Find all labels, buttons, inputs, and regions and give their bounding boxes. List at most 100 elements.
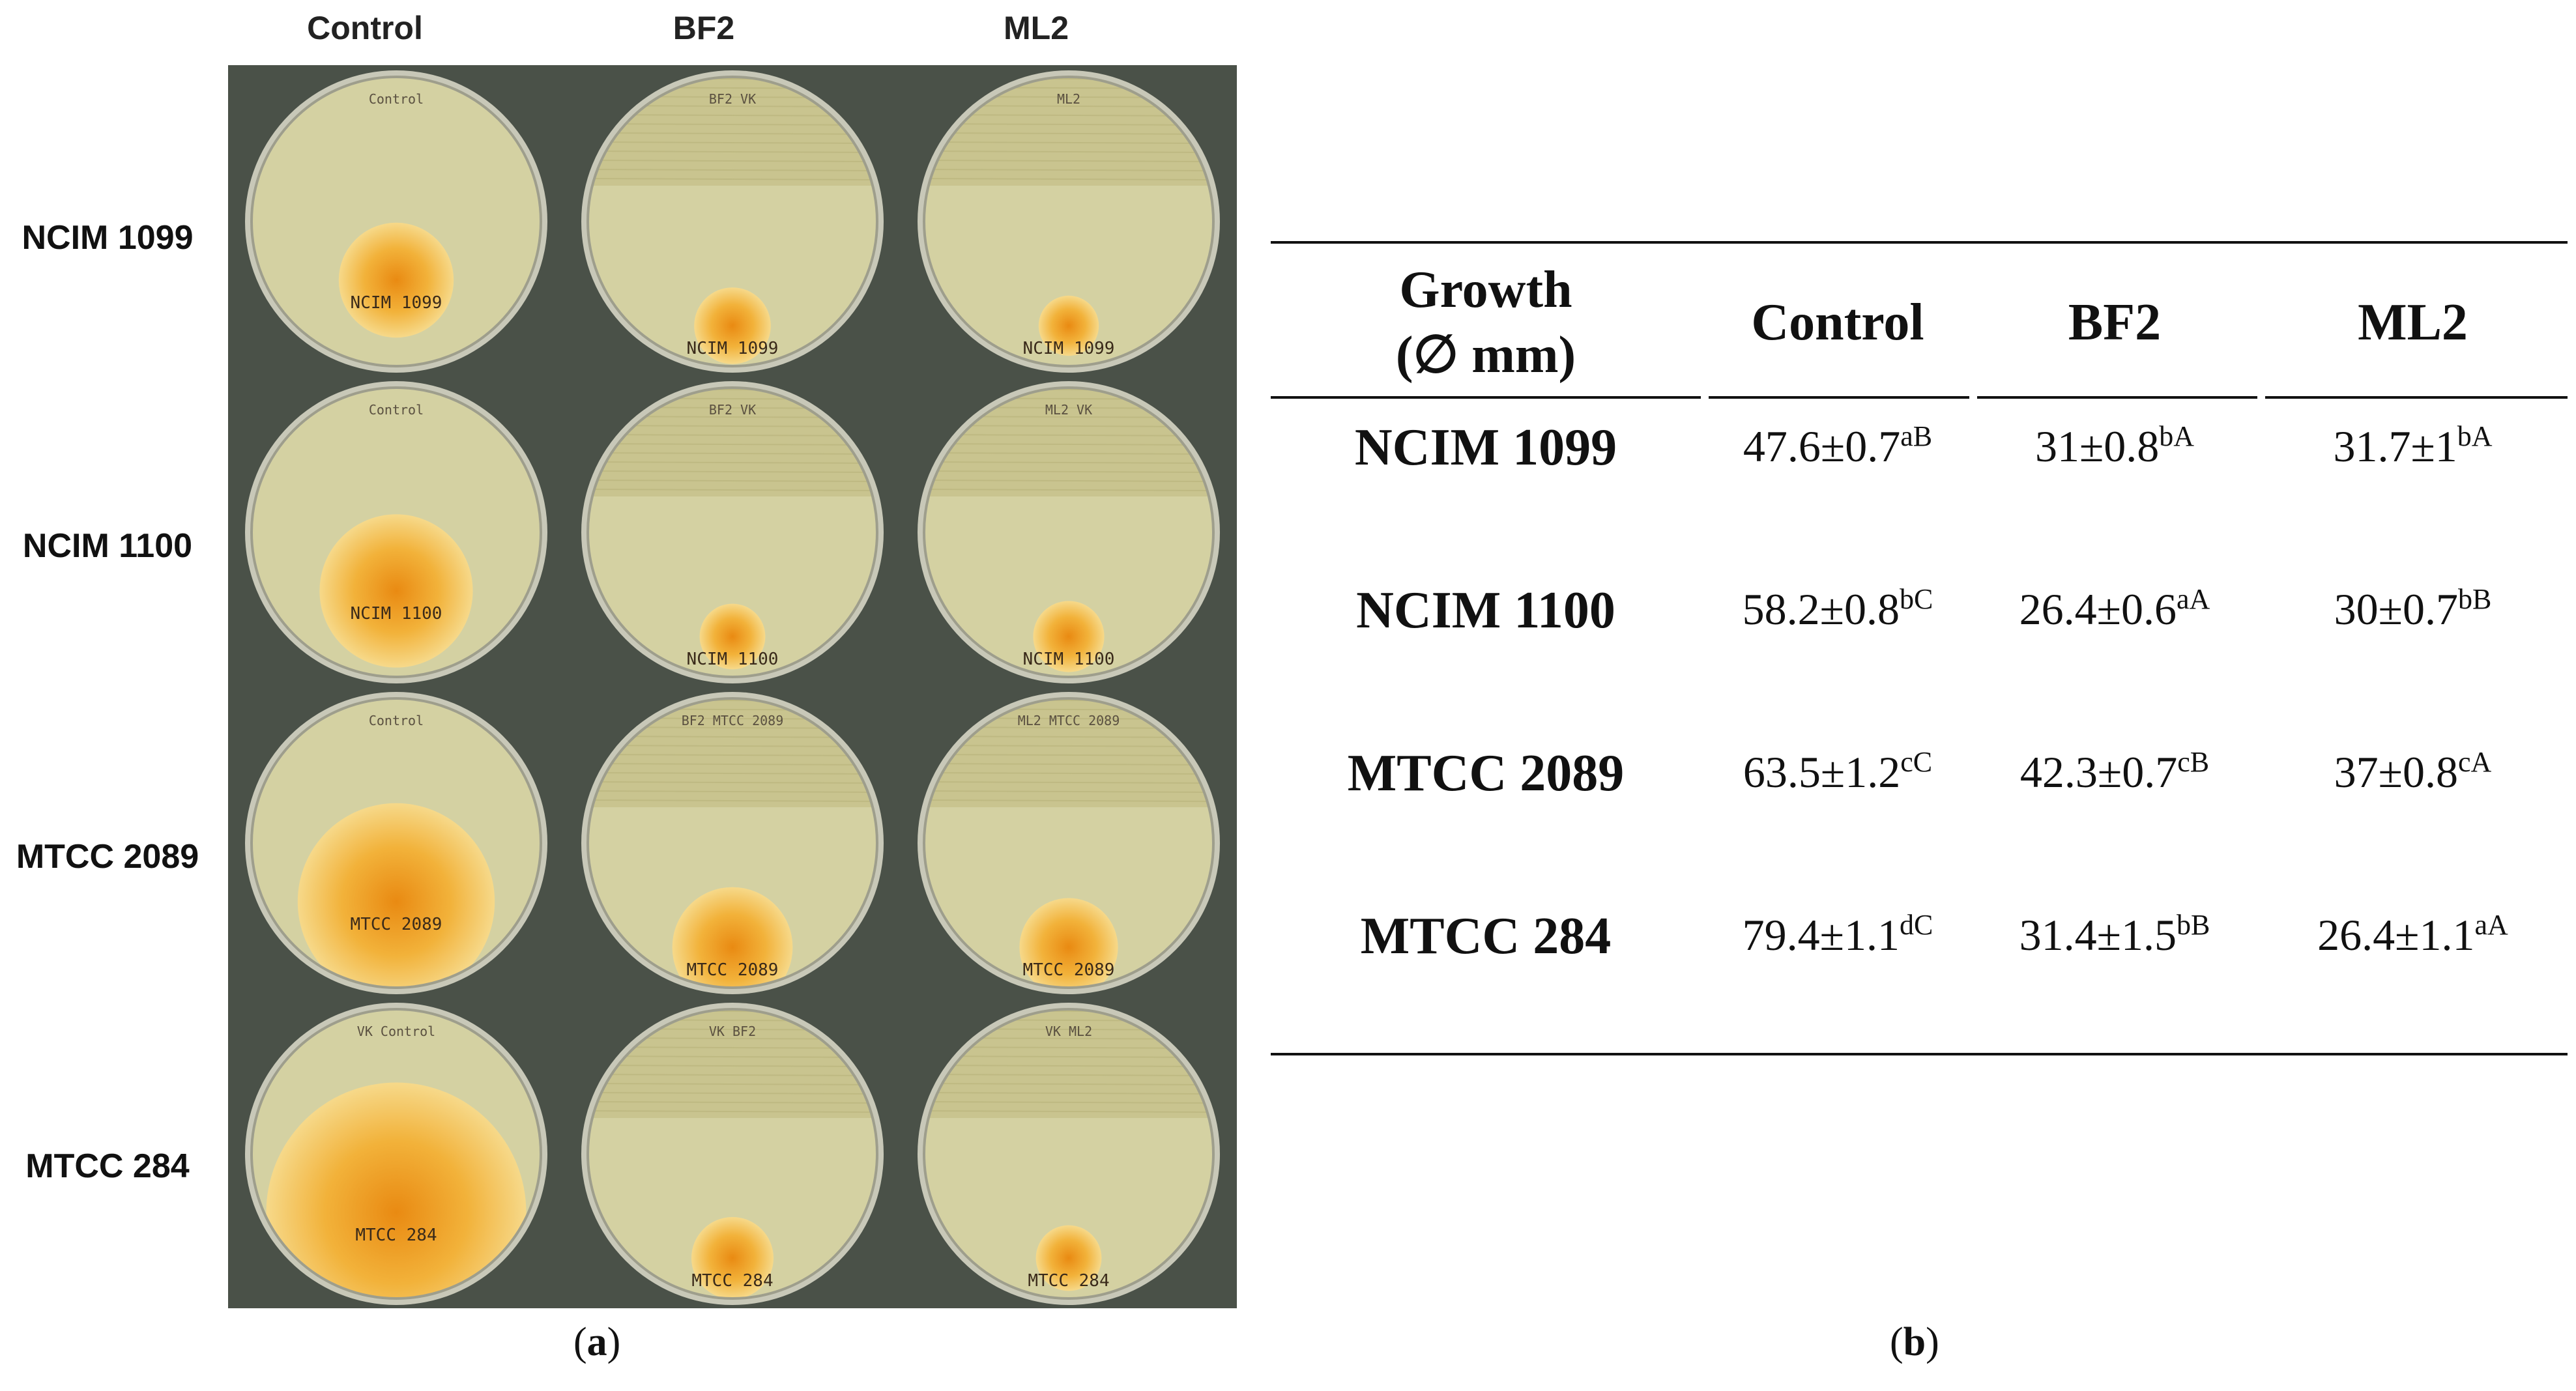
- petri-dish-1-1: NCIM 1100 BF2 VK: [564, 376, 901, 687]
- table-cell: 26.4±0.6aA: [1975, 584, 2255, 635]
- table-cell: 31.7±1bA: [2261, 421, 2564, 472]
- plate-strain-label: MTCC 2089: [1022, 960, 1115, 980]
- cell-significance-letters: aB: [1900, 420, 1933, 452]
- cell-significance-letters: aA: [2474, 908, 2508, 941]
- column-header-control: Control: [307, 10, 423, 46]
- cell-value: 30±0.7: [2334, 584, 2458, 634]
- petri-dish-image: [564, 997, 901, 1308]
- header-rule-3: [1977, 396, 2257, 399]
- petri-dish-image: [564, 687, 901, 997]
- table-row-label: MTCC 2089: [1347, 745, 1625, 802]
- plate-strain-label: NCIM 1099: [686, 339, 779, 358]
- header-ml2: ML2: [2358, 294, 2468, 351]
- panel-a-label: (a): [573, 1320, 621, 1364]
- cell-significance-letters: bC: [1899, 582, 1933, 615]
- table-top-rule: [1271, 241, 2568, 244]
- plate-strain-label: NCIM 1100: [1022, 650, 1115, 669]
- cell-value: 79.4±1.1: [1742, 910, 1900, 960]
- table-cell: 31±0.8bA: [1975, 421, 2255, 472]
- petri-dish-image: [228, 376, 564, 687]
- plate-top-note: ML2 VK: [1045, 402, 1093, 418]
- plate-top-note: BF2 VK: [708, 91, 757, 107]
- plate-top-note: ML2 MTCC 2089: [1017, 713, 1120, 728]
- cell-value: 26.4±1.1: [2317, 910, 2475, 960]
- table-cell: 26.4±1.1aA: [2261, 910, 2564, 961]
- plate-top-note: VK ML2: [1045, 1024, 1093, 1039]
- cell-value: 31.7±1: [2333, 422, 2457, 471]
- header-bf2: BF2: [2068, 294, 2162, 351]
- plate-top-note: Control: [368, 402, 424, 418]
- cell-value: 42.3±0.7: [2019, 747, 2178, 797]
- table-row-label: NCIM 1099: [1354, 419, 1617, 476]
- cell-value: 26.4±0.6: [2019, 584, 2177, 634]
- table-cell: 30±0.7bB: [2261, 584, 2564, 635]
- plate-strain-label: NCIM 1099: [350, 293, 442, 313]
- petri-dish-image: [228, 997, 564, 1308]
- plate-top-note: ML2: [1056, 91, 1081, 107]
- petri-dish-3-2: MTCC 284 VK ML2: [901, 997, 1237, 1308]
- plate-top-note: VK BF2: [708, 1024, 757, 1039]
- cell-significance-letters: cB: [2177, 745, 2210, 778]
- row-header-ncim-1100: NCIM 1100: [22, 527, 193, 565]
- petri-dish-1-2: NCIM 1100 ML2 VK: [901, 376, 1237, 687]
- petri-dish-1-0: NCIM 1100 Control: [228, 376, 564, 687]
- petri-dish-image: [901, 687, 1237, 997]
- column-header-bf2: BF2: [673, 10, 735, 46]
- header-rule-1: [1271, 396, 1701, 399]
- petri-dish-image: [901, 65, 1237, 376]
- table-cell: 47.6±0.7aB: [1707, 421, 1968, 472]
- cell-value: 31.4±1.5: [2019, 910, 2177, 960]
- petri-dish-image: [901, 376, 1237, 687]
- plate-strain-label: NCIM 1100: [686, 650, 779, 669]
- header-rule-2: [1709, 396, 1969, 399]
- column-header-ml2: ML2: [1004, 10, 1069, 46]
- table-cell: 63.5±1.2cC: [1707, 747, 1968, 798]
- cell-value: 31±0.8: [2034, 422, 2160, 471]
- petri-dish-image: [228, 687, 564, 997]
- plate-strain-label: MTCC 2089: [686, 960, 779, 980]
- plate-top-note: Control: [368, 91, 424, 107]
- header-control: Control: [1751, 294, 1924, 351]
- plate-top-note: BF2 MTCC 2089: [681, 713, 784, 728]
- cell-significance-letters: cC: [1900, 745, 1933, 778]
- plate-strain-label: NCIM 1099: [1022, 339, 1115, 358]
- petri-dish-0-1: NCIM 1099 BF2 VK: [564, 65, 901, 376]
- panel-b-label: (b): [1890, 1320, 1939, 1364]
- table-cell: 58.2±0.8bC: [1707, 584, 1968, 635]
- row-header-mtcc-284: MTCC 284: [25, 1147, 190, 1185]
- plate-strain-label: MTCC 284: [1028, 1271, 1110, 1291]
- cell-value: 58.2±0.8: [1742, 584, 1900, 634]
- plate-strain-label: NCIM 1100: [350, 604, 442, 624]
- petri-dish-image: [564, 376, 901, 687]
- petri-dish-3-1: MTCC 284 VK BF2: [564, 997, 901, 1308]
- cell-significance-letters: bB: [2176, 908, 2210, 941]
- table-row-label: MTCC 284: [1360, 908, 1612, 965]
- cell-significance-letters: bA: [2457, 420, 2493, 452]
- table-cell: 31.4±1.5bB: [1975, 910, 2255, 961]
- cell-significance-letters: cA: [2458, 745, 2492, 778]
- cell-value: 47.6±0.7: [1743, 422, 1901, 471]
- petri-dish-0-0: NCIM 1099 Control: [228, 65, 564, 376]
- table-cell: 79.4±1.1dC: [1707, 910, 1968, 961]
- plate-strain-label: MTCC 284: [355, 1226, 437, 1245]
- petri-dish-image: [901, 997, 1237, 1308]
- cell-significance-letters: bA: [2159, 420, 2195, 452]
- table-cell: 37±0.8cA: [2261, 747, 2564, 798]
- header-rule-4: [2265, 396, 2568, 399]
- header-growth: Growth (∅ mm): [1395, 261, 1576, 384]
- growth-table: Growth (∅ mm) Control BF2 ML2 NCIM 1099 4…: [1271, 241, 2568, 1055]
- petri-dish-2-1: MTCC 2089 BF2 MTCC 2089: [564, 687, 901, 997]
- petri-dish-photo-grid: NCIM 1099 Control NCIM 1099 BF2 VK NCIM 1099…: [228, 65, 1238, 1310]
- cell-significance-letters: dC: [1899, 908, 1933, 941]
- table-row-label: NCIM 1100: [1356, 582, 1615, 639]
- plate-top-note: BF2 VK: [708, 402, 757, 418]
- plate-strain-label: MTCC 284: [691, 1271, 774, 1291]
- petri-dish-3-0: MTCC 284 VK Control: [228, 997, 564, 1308]
- petri-dish-image: [228, 65, 564, 376]
- petri-dish-image: [564, 65, 901, 376]
- petri-dish-2-0: MTCC 2089 Control: [228, 687, 564, 997]
- cell-significance-letters: bB: [2457, 582, 2492, 615]
- row-header-mtcc-2089: MTCC 2089: [16, 838, 199, 876]
- cell-value: 37±0.8: [2334, 747, 2458, 797]
- cell-significance-letters: aA: [2177, 582, 2210, 615]
